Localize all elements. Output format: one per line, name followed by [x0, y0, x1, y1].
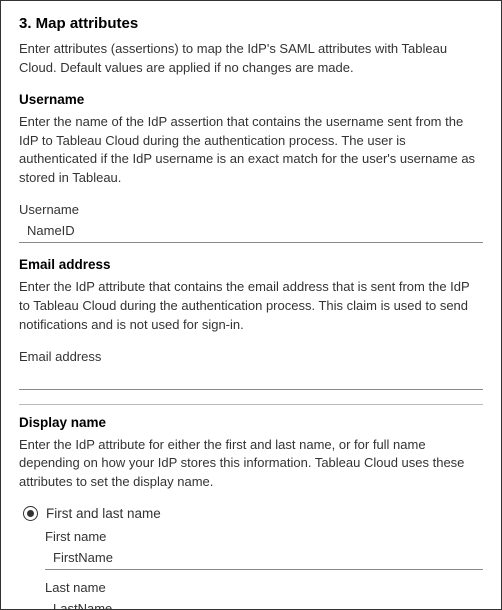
display-name-description: Enter the IdP attribute for either the f…: [19, 436, 483, 493]
divider: [19, 404, 483, 405]
radio-icon: [23, 506, 38, 521]
username-heading: Username: [19, 92, 483, 107]
map-attributes-section: 3. Map attributes Enter attributes (asse…: [0, 0, 502, 610]
email-input[interactable]: [19, 366, 483, 390]
first-name-label: First name: [45, 529, 483, 544]
section-description: Enter attributes (assertions) to map the…: [19, 40, 483, 78]
display-name-heading: Display name: [19, 415, 483, 430]
username-description: Enter the name of the IdP assertion that…: [19, 113, 483, 188]
username-input[interactable]: [19, 219, 483, 243]
email-description: Enter the IdP attribute that contains th…: [19, 278, 483, 335]
last-name-input[interactable]: [45, 597, 483, 610]
first-name-input[interactable]: [45, 546, 483, 570]
radio-label: First and last name: [46, 506, 161, 521]
username-label: Username: [19, 202, 483, 217]
email-heading: Email address: [19, 257, 483, 272]
radio-first-last-name[interactable]: First and last name: [23, 506, 483, 521]
section-title: 3. Map attributes: [19, 15, 483, 32]
email-label: Email address: [19, 349, 483, 364]
last-name-label: Last name: [45, 580, 483, 595]
